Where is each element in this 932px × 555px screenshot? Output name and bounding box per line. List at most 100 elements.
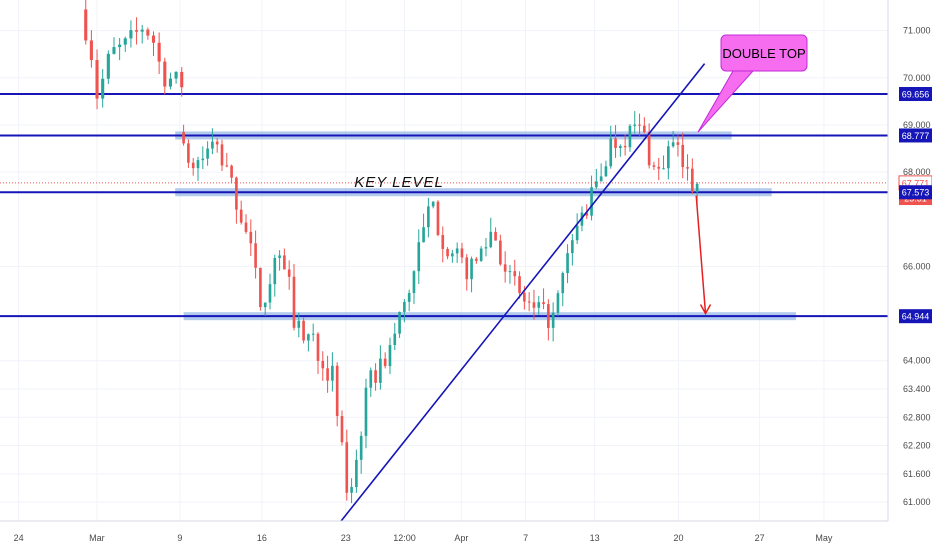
candle-body	[254, 243, 257, 268]
candle-body	[225, 165, 229, 167]
candle-body	[667, 146, 670, 169]
candle-body	[638, 124, 641, 126]
candle-body	[95, 60, 99, 99]
candle-body	[287, 269, 291, 277]
candle-body	[146, 29, 150, 36]
candle-body	[427, 206, 430, 228]
candle-body	[609, 138, 613, 167]
x-tick-label: Apr	[454, 533, 468, 543]
candle-body	[302, 320, 305, 341]
y-tick-label: 69.000	[903, 120, 931, 130]
price-tag-label: 64.944	[902, 312, 930, 322]
candle-body	[470, 258, 473, 280]
candle-body	[527, 301, 531, 303]
candle-body	[484, 247, 488, 249]
candle-body	[292, 276, 296, 328]
double-top-label: DOUBLE TOP	[722, 46, 805, 61]
candle-body	[417, 242, 421, 272]
candle-body	[364, 387, 368, 436]
candle-body	[259, 267, 262, 308]
candle-body	[542, 302, 545, 305]
candle-body	[307, 334, 310, 341]
candle-body	[460, 248, 464, 258]
y-tick-label: 71.000	[903, 26, 931, 36]
y-tick-label: 70.000	[903, 73, 931, 83]
x-tick-label: 13	[590, 533, 600, 543]
candle-body	[590, 187, 593, 216]
candle-body	[244, 222, 248, 232]
candle-body	[614, 138, 617, 148]
candle-body	[599, 176, 603, 182]
candle-body	[403, 301, 406, 312]
candle-body	[355, 459, 358, 487]
candle-body	[551, 312, 555, 328]
price-tag-line	[899, 87, 932, 102]
candle-body	[494, 231, 497, 241]
candle-body	[123, 38, 127, 45]
candle-body	[431, 201, 435, 207]
candle-body	[239, 209, 243, 223]
candle-body	[412, 271, 416, 293]
candle-body	[249, 231, 253, 244]
price-tag-label: 67.573	[902, 188, 930, 198]
candle-body	[174, 71, 178, 79]
candle-body	[393, 333, 397, 346]
y-tick-label: 61.000	[903, 497, 931, 507]
x-tick-label: Mar	[89, 533, 105, 543]
candle-body	[84, 9, 88, 41]
candle-body	[489, 231, 493, 248]
candle-body	[503, 264, 507, 272]
candle-body	[561, 273, 565, 294]
candle-body	[230, 165, 233, 178]
candle-body	[532, 302, 536, 308]
y-tick-label: 64.000	[903, 356, 931, 366]
candle-body	[619, 146, 622, 148]
candle-body	[151, 35, 156, 43]
candle-body	[499, 240, 502, 265]
candle-body	[556, 293, 560, 313]
candle-body	[201, 158, 205, 161]
candle-body	[106, 53, 110, 79]
y-tick-label: 62.200	[903, 441, 931, 451]
candle-body	[220, 144, 224, 166]
candle-body	[321, 360, 325, 369]
candle-body	[623, 146, 627, 148]
x-tick-label: 12:00	[393, 533, 416, 543]
candle-body	[398, 311, 401, 334]
x-tick-label: 27	[755, 533, 765, 543]
y-tick-label: 61.600	[903, 469, 931, 479]
candle-body	[215, 141, 219, 145]
forecast-arrow-head	[699, 304, 712, 316]
candle-body	[575, 225, 579, 241]
candle-body	[206, 148, 209, 159]
key-level-label: KEY LEVEL	[354, 174, 444, 191]
x-tick-label: 20	[673, 533, 683, 543]
candle-body	[508, 271, 512, 273]
candle-body	[235, 177, 238, 210]
candle-body	[686, 167, 689, 169]
candle-body	[671, 142, 675, 147]
candle-body	[513, 271, 517, 277]
grid-lines	[0, 0, 888, 521]
candle-body	[180, 71, 184, 88]
candle-body	[89, 40, 93, 61]
candle-body	[383, 358, 387, 367]
price-tag-line	[899, 185, 932, 200]
candle-body	[191, 162, 195, 169]
candle-body	[311, 333, 315, 335]
candle-body	[595, 181, 598, 188]
candle-body	[585, 212, 589, 216]
candle-body	[129, 30, 133, 39]
candle-body	[441, 235, 445, 249]
y-tick-label: 68.000	[903, 167, 931, 177]
candle-body	[695, 183, 699, 192]
x-tick-label: 7	[523, 533, 528, 543]
candle-body	[455, 248, 459, 254]
candle-body	[101, 78, 105, 99]
callout-pointer	[697, 70, 755, 133]
candle-body	[643, 125, 646, 133]
candle-body	[465, 257, 469, 280]
candle-body	[350, 486, 353, 493]
